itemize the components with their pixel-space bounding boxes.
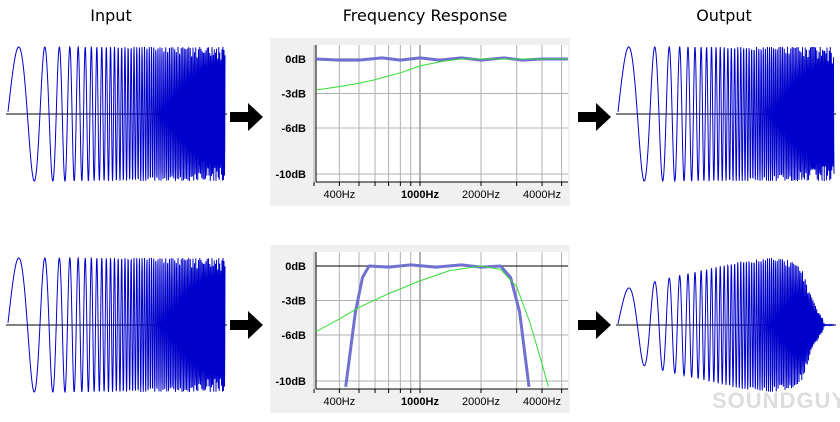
x-tick-label: 2000Hz <box>462 189 500 201</box>
y-tick-label: -3dB <box>282 89 307 101</box>
frequency-response-chart-2: 0dB -3dB -6dB -10dB 400Hz 1000Hz 2000Hz 4000Hz <box>270 245 570 413</box>
chirp-waveform <box>617 258 835 392</box>
reference-response-line <box>316 58 568 91</box>
x-tick-label: 4000Hz <box>523 189 561 201</box>
x-tick-label: 4000Hz <box>523 396 561 408</box>
plot-area <box>316 45 568 182</box>
x-tick-label: 2000Hz <box>462 396 500 408</box>
right-arrow-icon <box>230 103 263 131</box>
y-tick-label: -10dB <box>275 376 306 388</box>
y-tick-label: 0dB <box>285 261 306 273</box>
chirp-waveform <box>7 45 226 183</box>
y-tick-label: -3dB <box>282 296 307 308</box>
output-title: Output <box>696 6 752 25</box>
frequency-response-title: Frequency Response <box>342 6 508 25</box>
chirp-waveform <box>617 45 835 183</box>
right-arrow-icon <box>230 311 263 339</box>
y-tick-label: 0dB <box>285 54 306 66</box>
y-tick-label: -6dB <box>282 123 307 135</box>
y-tick-label: -6dB <box>282 330 307 342</box>
x-tick-label: 400Hz <box>323 189 355 201</box>
x-tick-label: 400Hz <box>323 396 355 408</box>
soundguys-watermark: SOUNDGUYS <box>712 388 840 413</box>
filter-response-line <box>344 263 531 387</box>
x-tick-label: 1000Hz <box>401 189 439 201</box>
y-tick-label: -10dB <box>275 169 306 181</box>
reference-response-line <box>316 265 549 387</box>
x-tick-label: 1000Hz <box>401 396 439 408</box>
right-arrow-icon <box>578 311 611 339</box>
filter-response-line <box>316 56 568 62</box>
chirp-waveform <box>7 256 226 394</box>
frequency-response-chart-1: 0dB -3dB -6dB -10dB 400Hz 1000Hz 2000Hz 4000Hz <box>270 38 570 206</box>
right-arrow-icon <box>578 103 611 131</box>
input-title: Input <box>90 6 132 25</box>
